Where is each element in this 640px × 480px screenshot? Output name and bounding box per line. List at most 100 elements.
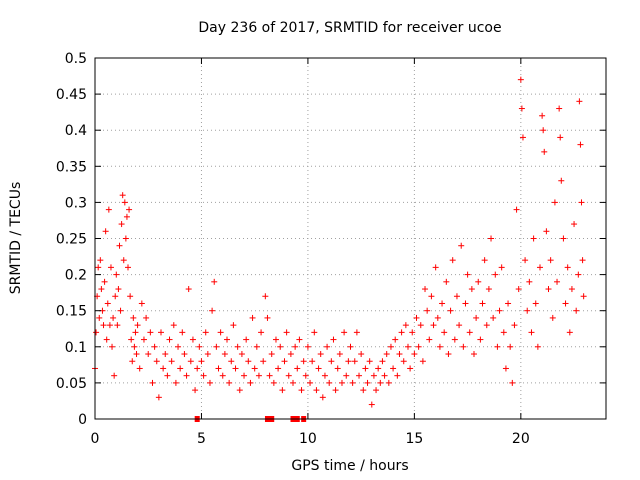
data-point — [100, 322, 107, 329]
data-point — [116, 242, 123, 249]
data-point — [260, 358, 267, 365]
data-point — [407, 365, 414, 372]
data-point — [145, 351, 152, 358]
data-point — [536, 264, 543, 271]
data-point — [219, 372, 226, 379]
data-point — [211, 278, 218, 285]
data-point — [562, 300, 569, 307]
data-point — [334, 365, 341, 372]
data-point — [196, 343, 203, 350]
data-point — [200, 372, 207, 379]
data-point — [396, 351, 403, 358]
data-point — [549, 314, 556, 321]
data-point — [571, 221, 578, 228]
data-point — [494, 343, 501, 350]
data-point — [511, 322, 518, 329]
data-point — [518, 105, 525, 112]
data-point — [300, 358, 307, 365]
data-point — [264, 314, 271, 321]
data-point — [370, 372, 377, 379]
data-point — [375, 365, 382, 372]
data-point — [194, 365, 201, 372]
data-point — [102, 228, 109, 235]
data-point — [377, 379, 384, 386]
data-point — [125, 264, 132, 271]
data-point — [181, 351, 188, 358]
data-point — [524, 307, 531, 314]
data-point — [417, 322, 424, 329]
data-point — [255, 372, 262, 379]
data-point — [202, 329, 209, 336]
data-point — [164, 372, 171, 379]
y-tick-label: 0.4 — [65, 123, 87, 139]
data-point — [204, 351, 211, 358]
data-point — [113, 271, 120, 278]
data-point — [241, 372, 248, 379]
data-point — [381, 372, 388, 379]
data-point — [522, 257, 529, 264]
data-point — [402, 322, 409, 329]
data-point — [578, 199, 585, 206]
data-point — [315, 365, 322, 372]
data-point — [453, 293, 460, 300]
data-point — [449, 257, 456, 264]
data-point — [419, 358, 426, 365]
data-point — [336, 351, 343, 358]
data-point — [112, 293, 119, 300]
data-point — [101, 278, 108, 285]
data-point — [573, 307, 580, 314]
data-point — [496, 307, 503, 314]
y-axis-label: SRMTID / TECUs — [8, 182, 24, 295]
data-point — [488, 235, 495, 242]
data-point — [541, 148, 548, 155]
data-point — [130, 314, 137, 321]
data-point — [122, 235, 129, 242]
data-point — [292, 343, 299, 350]
data-point — [543, 228, 550, 235]
data-point — [466, 329, 473, 336]
data-point — [379, 358, 386, 365]
data-point — [413, 314, 420, 321]
data-point — [490, 314, 497, 321]
data-point — [500, 329, 507, 336]
data-point — [95, 264, 102, 271]
data-point — [118, 221, 125, 228]
data-point — [409, 329, 416, 336]
data-point — [129, 358, 136, 365]
data-point — [160, 365, 167, 372]
data-point — [247, 379, 254, 386]
data-point — [326, 379, 333, 386]
data-point — [97, 257, 104, 264]
y-tick-label: 0.25 — [56, 232, 87, 248]
data-point — [324, 343, 331, 350]
data-point — [114, 322, 121, 329]
data-point — [236, 387, 243, 394]
data-point — [270, 379, 277, 386]
data-point — [307, 379, 314, 386]
x-tick-label: 0 — [91, 431, 100, 447]
data-point — [268, 351, 275, 358]
data-point — [400, 358, 407, 365]
data-point — [560, 235, 567, 242]
data-point — [434, 314, 441, 321]
data-point — [120, 257, 127, 264]
data-point — [458, 242, 465, 249]
data-point — [373, 387, 380, 394]
data-point — [398, 329, 405, 336]
data-point — [185, 286, 192, 293]
grid — [95, 58, 606, 419]
data-point — [321, 372, 328, 379]
data-point — [98, 286, 105, 293]
data-point — [505, 300, 512, 307]
data-point — [107, 264, 114, 271]
data-point — [390, 365, 397, 372]
data-point — [456, 322, 463, 329]
data-point — [149, 379, 156, 386]
data-point — [364, 379, 371, 386]
data-point — [283, 329, 290, 336]
data-point — [422, 286, 429, 293]
data-point — [285, 372, 292, 379]
data-point — [532, 300, 539, 307]
data-point — [183, 372, 190, 379]
data-point — [234, 343, 241, 350]
